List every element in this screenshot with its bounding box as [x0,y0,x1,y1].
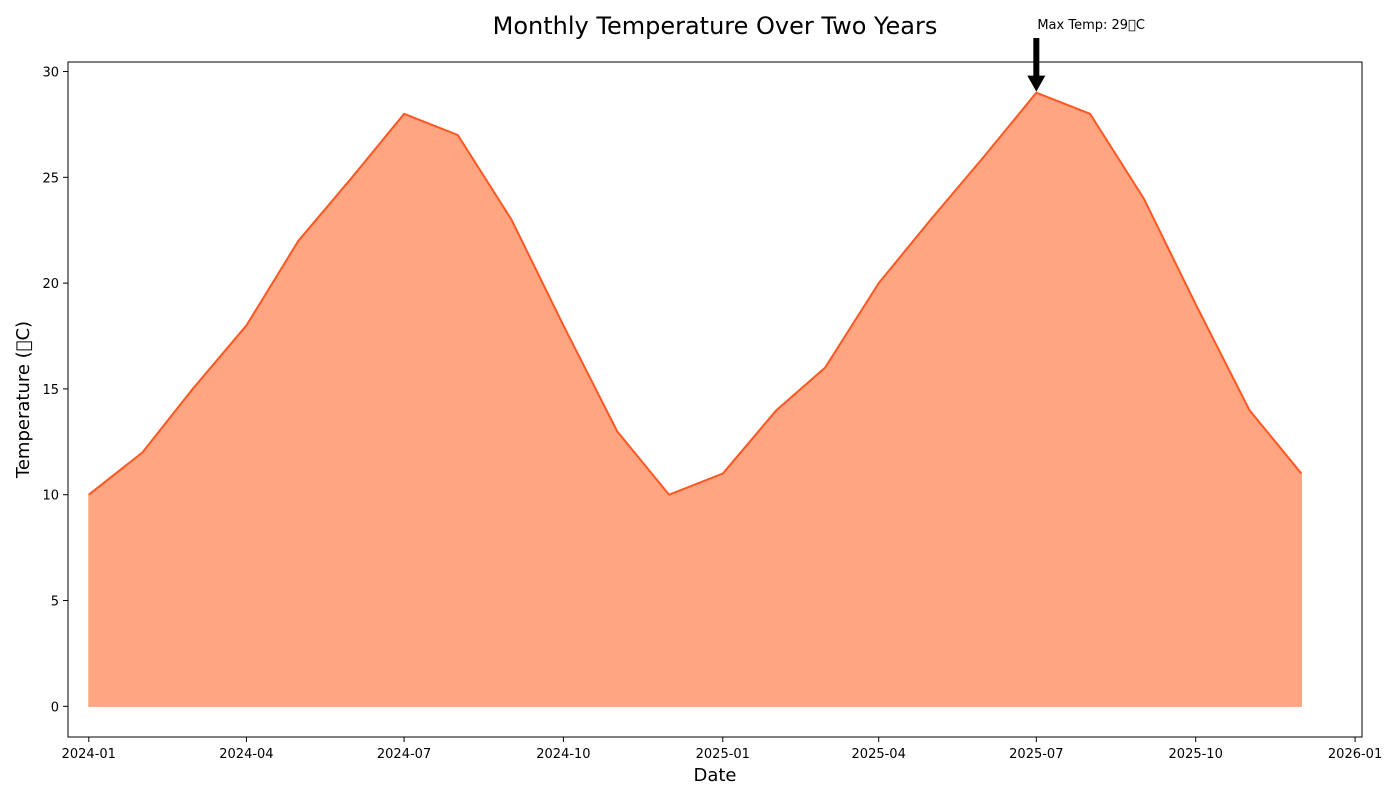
x-axis-title: Date [693,765,736,786]
data-point [877,281,881,285]
y-tick-label: 25 [42,171,59,186]
y-tick-label: 20 [42,277,59,292]
data-point [615,429,619,433]
x-tick-label: 2024-10 [536,747,590,762]
data-point [1142,196,1146,200]
y-axis-title: Temperature ( C) [13,321,34,479]
x-tick-label: 2024-04 [219,747,273,762]
data-point [350,175,354,179]
data-point [191,387,195,391]
data-point [561,323,565,327]
data-point [1299,472,1303,476]
x-tick-label: 2025-10 [1169,747,1223,762]
data-point [823,366,827,370]
plot-frame [67,61,1363,738]
x-tick-label: 2024-01 [62,747,116,762]
chart-title: Monthly Temperature Over Two Years [493,12,938,40]
series-line [88,91,1303,496]
data-point [456,133,460,137]
area-fill [88,92,1302,707]
data-point [509,218,513,222]
y-axis: 0 5 10 15 20 25 30 [42,66,68,715]
max-annotation: Max Temp: 29 C [1027,18,1145,92]
y-tick-label: 15 [42,383,59,398]
data-point [1088,112,1092,116]
y-tick-label: 5 [51,595,59,610]
data-point [402,112,406,116]
annotation-arrow-head [1027,75,1046,92]
x-axis: 2024-01 2024-04 2024-07 2024-10 2025-01 2025-… [62,737,1382,762]
data-point [296,239,300,243]
data-point [1247,408,1251,412]
y-tick-label: 10 [42,489,59,504]
x-tick-label: 2024-07 [377,747,431,762]
data-point [1194,302,1198,306]
data-point [140,450,144,454]
y-tick-label: 30 [42,66,59,81]
data-point [87,493,91,497]
data-point [244,323,248,327]
data-point [774,408,778,412]
y-tick-label: 0 [51,700,59,715]
annotation-text: Max Temp: 29 C [1037,18,1145,33]
annotation-arrow-shaft [1033,38,1040,77]
x-tick-label: 2025-01 [696,747,750,762]
data-point [721,472,725,476]
data-point [667,493,671,497]
x-tick-label: 2025-07 [1009,747,1063,762]
data-point [929,218,933,222]
x-tick-label: 2025-04 [852,747,906,762]
data-point [982,154,986,158]
plot-area [87,91,1303,707]
x-tick-label: 2026-01 [1328,747,1382,762]
